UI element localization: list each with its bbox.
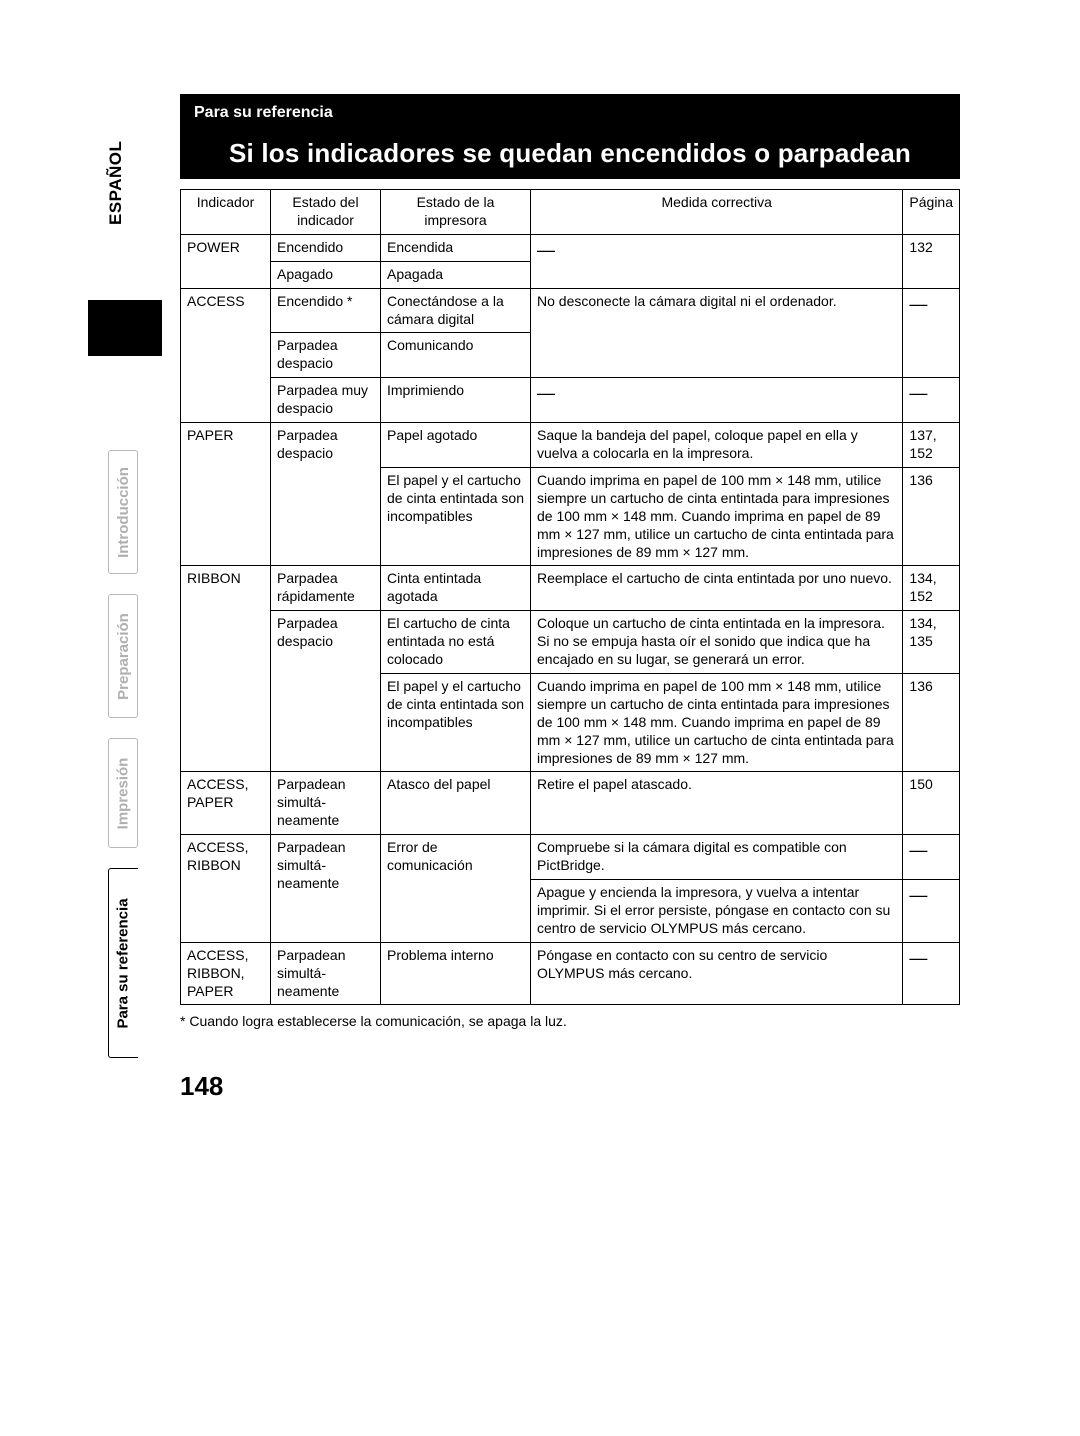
sidebar-tab-preparacion[interactable]: Preparación — [108, 594, 138, 718]
language-label: ESPAÑOL — [106, 141, 126, 225]
sidebar-tab-referencia[interactable]: Para su referencia — [108, 868, 138, 1058]
cell: Compruebe si la cámara digital es compat… — [531, 835, 903, 880]
sidebar-tab-introduccion[interactable]: Introducción — [108, 450, 138, 574]
sidebar-tab-label: Introducción — [115, 467, 132, 558]
sidebar-tab-label: Para su referencia — [115, 898, 132, 1028]
cell: Atasco del papel — [381, 772, 531, 835]
cell: Problema interno — [381, 942, 531, 1005]
cell: Apague y encienda la impresora, y vuelva… — [531, 880, 903, 943]
cell-dash: — — [531, 234, 903, 288]
cell-dash: — — [903, 378, 960, 423]
cell: Comunicando — [381, 333, 531, 378]
cell-indicador: ACCESS, RIBBON, PAPER — [181, 942, 271, 1005]
cell-indicador: POWER — [181, 234, 271, 288]
cell: Parpadea despacio — [271, 423, 381, 566]
cell: Encendido * — [271, 288, 381, 333]
cell: No desconecte la cámara digital ni el or… — [531, 288, 903, 378]
table-row: Parpadea despacio El cartucho de cinta e… — [181, 611, 960, 674]
cell: Cuando imprima en papel de 100 mm × 148 … — [531, 673, 903, 772]
cell-dash: — — [903, 835, 960, 880]
cell: El cartucho de cinta entintada no está c… — [381, 611, 531, 674]
table-row: ACCESS, RIBBON, PAPER Parpadean simultá-… — [181, 942, 960, 1005]
cell: El papel y el cartucho de cinta entintad… — [381, 673, 531, 772]
cell: Póngase en contacto con su centro de ser… — [531, 942, 903, 1005]
sidebar-tab-label: Impresión — [115, 757, 132, 829]
sidebar-tab-impresion[interactable]: Impresión — [108, 738, 138, 848]
cell: Parpadean simultá-neamente — [271, 942, 381, 1005]
cell: Parpadean simultá-neamente — [271, 772, 381, 835]
cell-indicador: ACCESS, PAPER — [181, 772, 271, 835]
table-row: POWER Encendido Encendida — 132 — [181, 234, 960, 261]
cell: Saque la bandeja del papel, coloque pape… — [531, 423, 903, 468]
cell-dash: — — [903, 942, 960, 1005]
table-row: RIBBON Parpadea rápidamente Cinta entint… — [181, 566, 960, 611]
table-row: ACCESS Encendido * Conectándose a la cám… — [181, 288, 960, 333]
side-black-marker — [88, 300, 162, 356]
cell: Cinta entintada agotada — [381, 566, 531, 611]
page-number: 148 — [180, 1071, 960, 1102]
cell: Parpadea rápidamente — [271, 566, 381, 611]
cell: Coloque un cartucho de cinta entintada e… — [531, 611, 903, 674]
cell-pagina: 134, 135 — [903, 611, 960, 674]
cell: Imprimiendo — [381, 378, 531, 423]
cell-pagina: 134, 152 — [903, 566, 960, 611]
page-title: Si los indicadores se quedan encendidos … — [180, 130, 960, 179]
section-label: Para su referencia — [180, 94, 960, 130]
cell: Reemplace el cartucho de cinta entintada… — [531, 566, 903, 611]
cell-pagina: 136 — [903, 467, 960, 566]
cell-pagina: 136 — [903, 673, 960, 772]
col-estado-indicador: Estado del indicador — [271, 190, 381, 235]
table-row: Parpadea muy despacio Imprimiendo — — — [181, 378, 960, 423]
cell-pagina: 150 — [903, 772, 960, 835]
indicator-table: Indicador Estado del indicador Estado de… — [180, 189, 960, 1005]
page-content: Para su referencia Si los indicadores se… — [180, 94, 960, 1102]
cell: Papel agotado — [381, 423, 531, 468]
sidebar-tab-label: Preparación — [115, 613, 132, 700]
cell: Parpadea despacio — [271, 611, 381, 772]
cell-dash: — — [531, 378, 903, 423]
cell: Encendido — [271, 234, 381, 261]
table-row: ACCESS, RIBBON Parpadean simultá-neament… — [181, 835, 960, 880]
cell-indicador: PAPER — [181, 423, 271, 566]
cell: El papel y el cartucho de cinta entintad… — [381, 467, 531, 566]
col-pagina: Página — [903, 190, 960, 235]
cell: Parpadean simultá-neamente — [271, 835, 381, 943]
table-row: ACCESS, PAPER Parpadean simultá-neamente… — [181, 772, 960, 835]
cell: Retire el papel atascado. — [531, 772, 903, 835]
cell-dash: — — [903, 880, 960, 943]
footnote: * Cuando logra establecerse la comunicac… — [180, 1013, 960, 1029]
cell: Parpadea muy despacio — [271, 378, 381, 423]
col-indicador: Indicador — [181, 190, 271, 235]
table-row: PAPER Parpadea despacio Papel agotado Sa… — [181, 423, 960, 468]
cell-dash: — — [903, 288, 960, 378]
cell-indicador: ACCESS — [181, 288, 271, 422]
cell: Parpadea despacio — [271, 333, 381, 378]
col-medida: Medida correctiva — [531, 190, 903, 235]
cell: Apagada — [381, 261, 531, 288]
cell: Cuando imprima en papel de 100 mm × 148 … — [531, 467, 903, 566]
cell-pagina: 137, 152 — [903, 423, 960, 468]
cell: Encendida — [381, 234, 531, 261]
cell-indicador: ACCESS, RIBBON — [181, 835, 271, 943]
cell: Conectándose a la cámara digital — [381, 288, 531, 333]
cell-indicador: RIBBON — [181, 566, 271, 772]
table-header-row: Indicador Estado del indicador Estado de… — [181, 190, 960, 235]
cell: Apagado — [271, 261, 381, 288]
cell-pagina: 132 — [903, 234, 960, 288]
cell: Error de comunicación — [381, 835, 531, 943]
col-estado-impresora: Estado de la impresora — [381, 190, 531, 235]
